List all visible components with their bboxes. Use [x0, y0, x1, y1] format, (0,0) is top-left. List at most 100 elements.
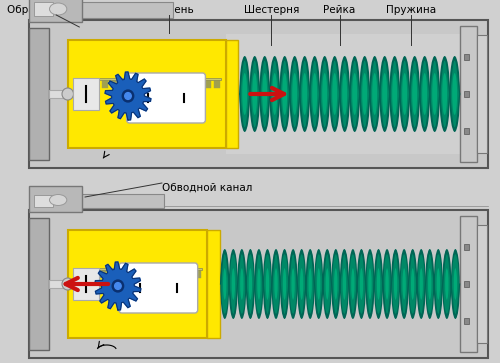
Ellipse shape: [434, 249, 443, 319]
Ellipse shape: [432, 73, 437, 115]
Polygon shape: [91, 270, 97, 278]
Ellipse shape: [326, 268, 329, 300]
Ellipse shape: [340, 56, 350, 132]
Ellipse shape: [260, 56, 270, 132]
Ellipse shape: [348, 249, 358, 319]
Ellipse shape: [412, 73, 417, 115]
Ellipse shape: [264, 254, 271, 314]
Polygon shape: [160, 270, 166, 278]
Ellipse shape: [360, 61, 369, 127]
Circle shape: [122, 90, 134, 102]
Polygon shape: [214, 80, 220, 88]
Bar: [464, 281, 469, 287]
Ellipse shape: [392, 73, 397, 115]
Ellipse shape: [240, 61, 249, 127]
Bar: [34, 195, 54, 207]
Bar: [207, 230, 220, 338]
Polygon shape: [117, 270, 123, 278]
Ellipse shape: [297, 249, 306, 319]
Ellipse shape: [402, 268, 406, 300]
Ellipse shape: [374, 249, 383, 319]
Ellipse shape: [377, 268, 380, 300]
Ellipse shape: [350, 61, 359, 127]
Ellipse shape: [444, 254, 450, 314]
Ellipse shape: [420, 61, 429, 127]
Bar: [464, 318, 469, 324]
Ellipse shape: [440, 56, 450, 132]
FancyBboxPatch shape: [119, 263, 198, 313]
Ellipse shape: [380, 56, 390, 132]
Bar: [72, 268, 202, 270]
Ellipse shape: [282, 73, 287, 115]
Ellipse shape: [300, 268, 304, 300]
Ellipse shape: [246, 249, 255, 319]
Circle shape: [112, 280, 124, 292]
Ellipse shape: [232, 268, 235, 300]
Bar: [30, 218, 48, 350]
Polygon shape: [74, 270, 80, 278]
Ellipse shape: [310, 56, 320, 132]
Bar: [30, 0, 82, 22]
Ellipse shape: [366, 249, 374, 319]
Polygon shape: [169, 270, 175, 278]
Text: Рейка: Рейка: [324, 5, 356, 15]
Ellipse shape: [372, 73, 377, 115]
Polygon shape: [95, 262, 141, 310]
Ellipse shape: [281, 254, 288, 314]
Ellipse shape: [357, 249, 366, 319]
Ellipse shape: [322, 73, 327, 115]
Ellipse shape: [450, 61, 459, 127]
Polygon shape: [105, 72, 151, 120]
Bar: [30, 28, 48, 160]
Ellipse shape: [370, 61, 379, 127]
Ellipse shape: [248, 268, 252, 300]
Ellipse shape: [262, 73, 267, 115]
Ellipse shape: [320, 56, 330, 132]
Ellipse shape: [252, 73, 257, 115]
Ellipse shape: [451, 249, 460, 319]
Ellipse shape: [351, 268, 354, 300]
Ellipse shape: [416, 249, 426, 319]
Ellipse shape: [340, 61, 349, 127]
Polygon shape: [130, 80, 136, 88]
Polygon shape: [152, 270, 158, 278]
Ellipse shape: [250, 56, 260, 132]
Ellipse shape: [283, 268, 286, 300]
Bar: [464, 91, 469, 97]
Text: Поршень: Поршень: [144, 5, 194, 15]
Ellipse shape: [300, 56, 310, 132]
Ellipse shape: [323, 249, 332, 319]
Bar: [460, 26, 477, 162]
Ellipse shape: [240, 268, 244, 300]
Ellipse shape: [375, 254, 382, 314]
Ellipse shape: [350, 254, 356, 314]
Bar: [226, 40, 238, 148]
Ellipse shape: [256, 254, 262, 314]
Ellipse shape: [382, 73, 387, 115]
Ellipse shape: [324, 254, 330, 314]
Ellipse shape: [240, 56, 250, 132]
Ellipse shape: [426, 249, 434, 319]
Polygon shape: [176, 80, 183, 88]
Bar: [30, 210, 488, 358]
Ellipse shape: [341, 254, 348, 314]
Ellipse shape: [392, 254, 399, 314]
Ellipse shape: [442, 249, 452, 319]
Ellipse shape: [410, 254, 416, 314]
Ellipse shape: [410, 56, 420, 132]
Ellipse shape: [314, 249, 323, 319]
Ellipse shape: [452, 254, 459, 314]
Ellipse shape: [430, 56, 440, 132]
Ellipse shape: [222, 254, 228, 314]
Polygon shape: [186, 270, 192, 278]
Ellipse shape: [400, 61, 409, 127]
Ellipse shape: [257, 268, 260, 300]
Ellipse shape: [280, 61, 289, 127]
Ellipse shape: [342, 73, 347, 115]
Ellipse shape: [238, 249, 246, 319]
Ellipse shape: [435, 254, 442, 314]
Ellipse shape: [250, 61, 259, 127]
Ellipse shape: [272, 254, 280, 314]
Ellipse shape: [290, 56, 300, 132]
Ellipse shape: [440, 61, 449, 127]
